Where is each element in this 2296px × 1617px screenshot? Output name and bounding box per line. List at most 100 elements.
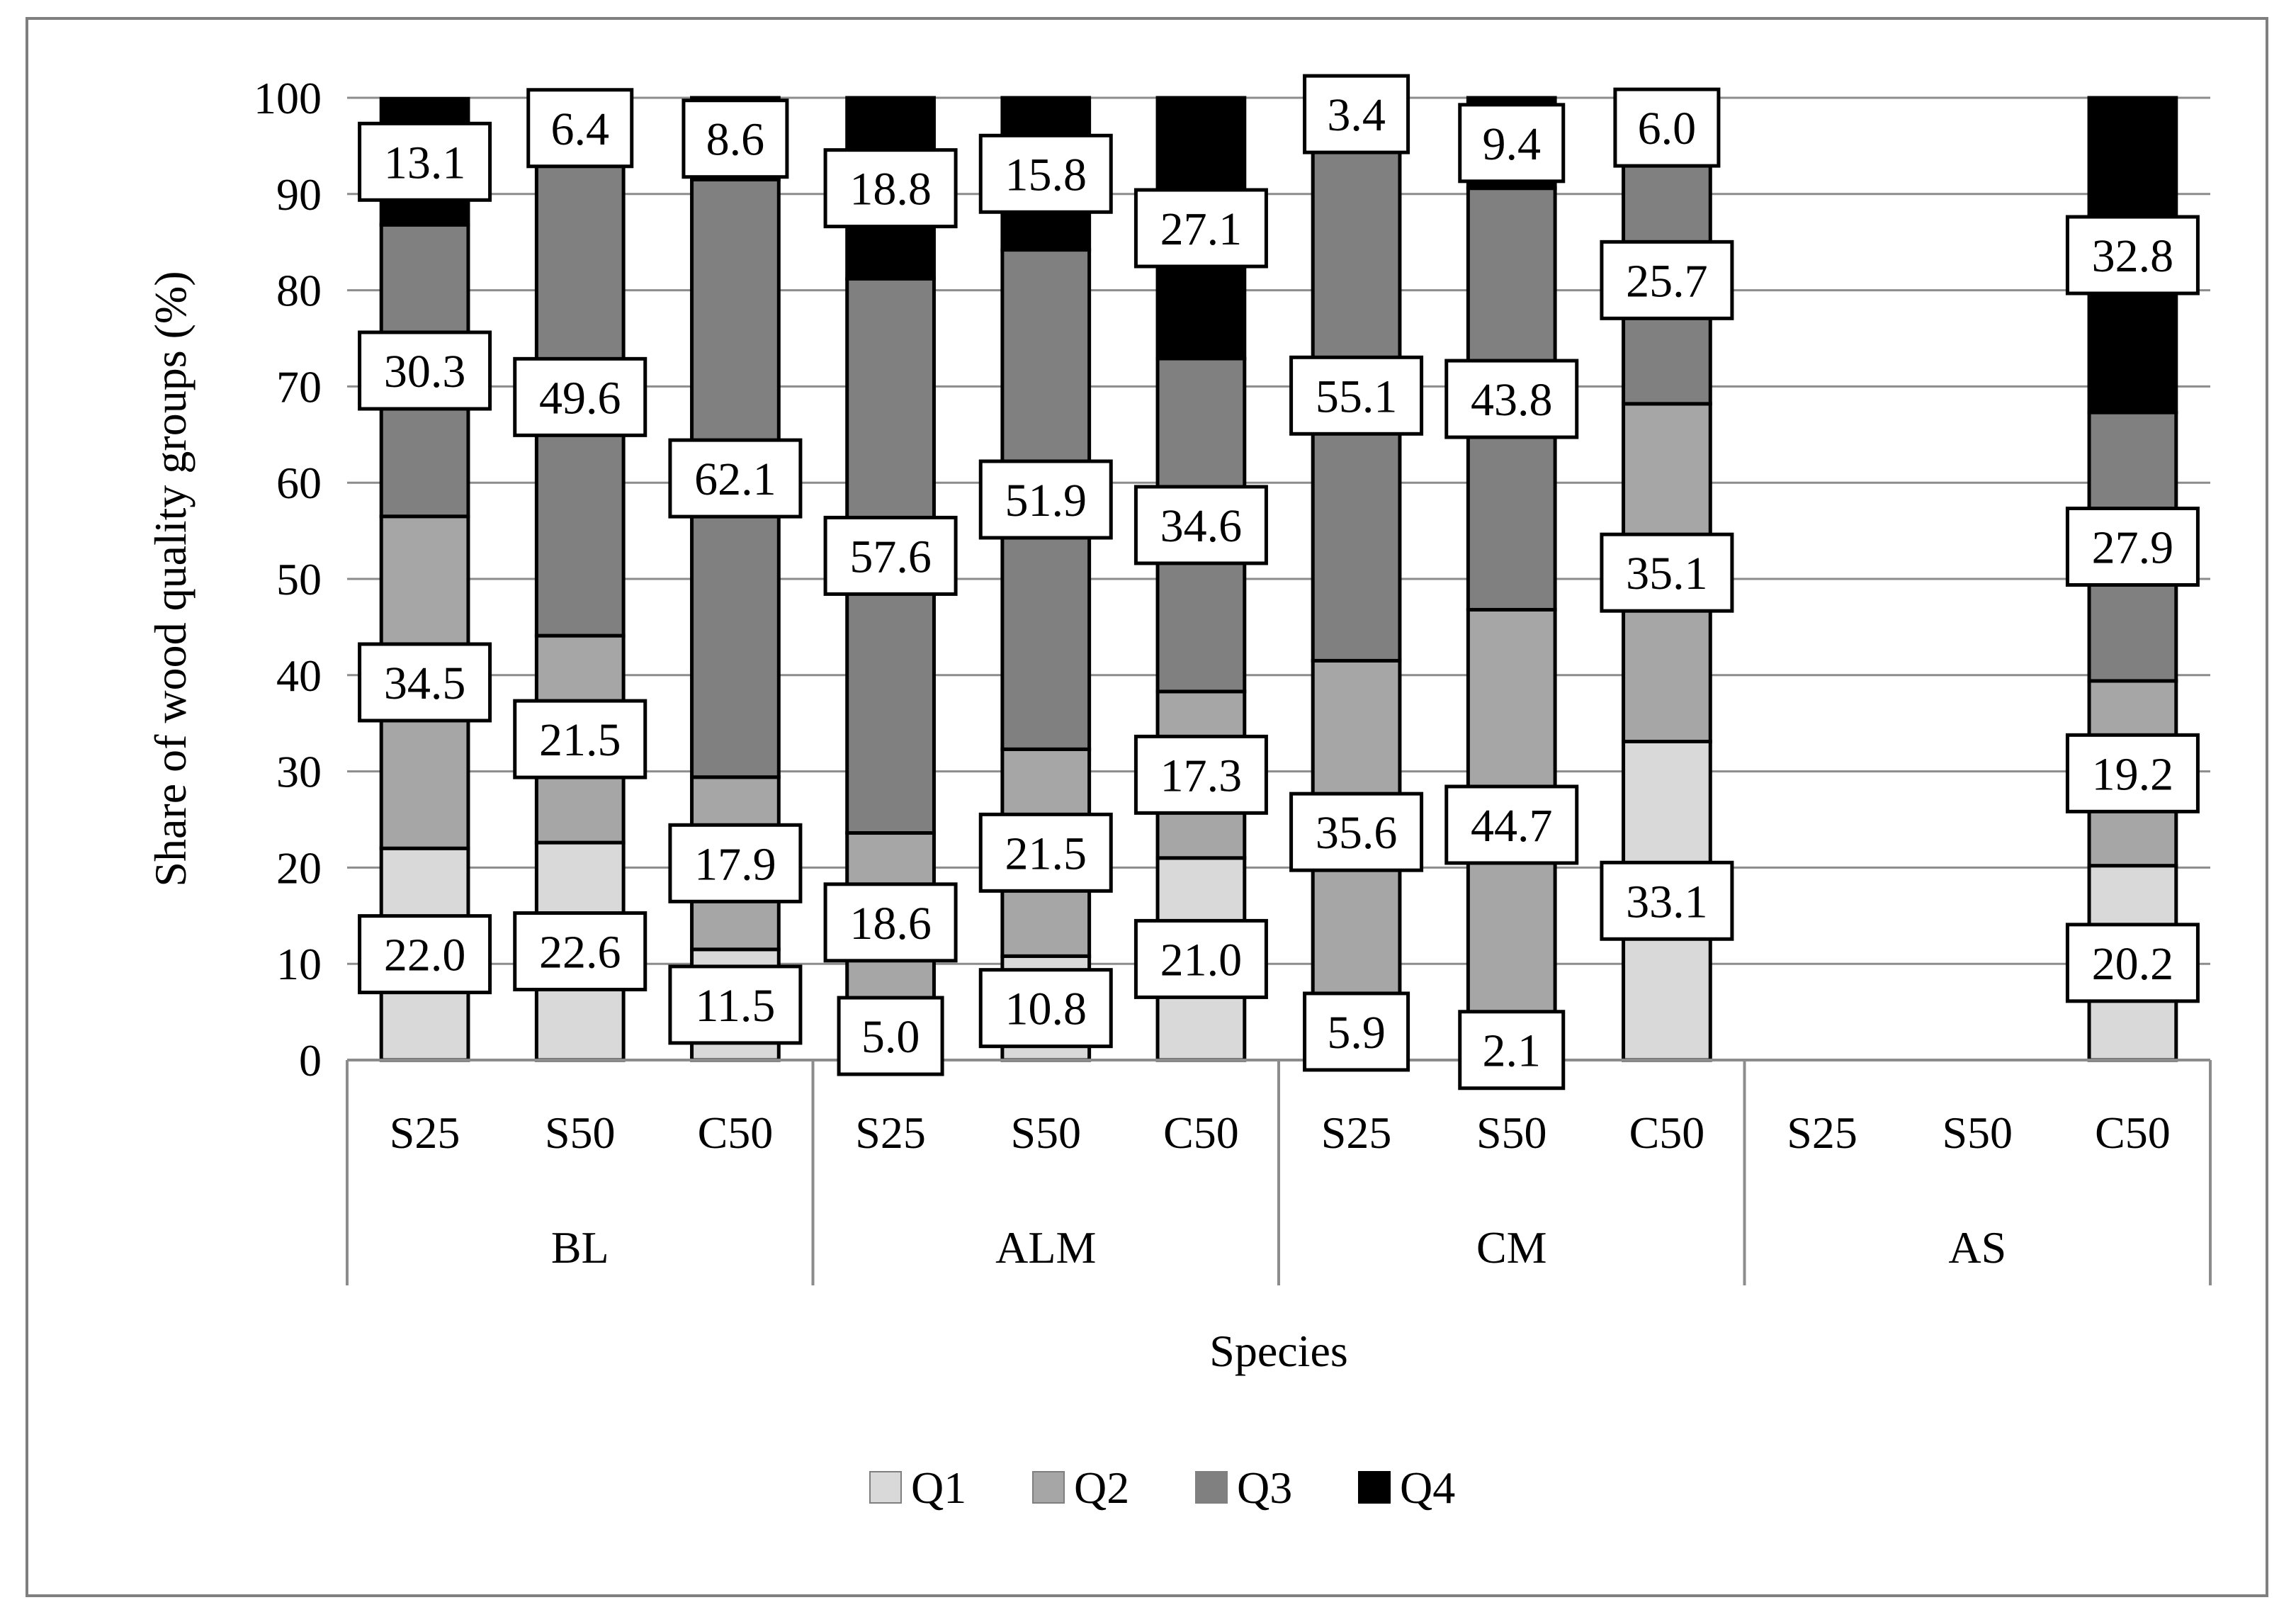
data-label-box [837,996,944,1076]
data-label-box [1458,103,1566,184]
legend-label: Q1 [911,1463,966,1513]
x-group-label: AS [1948,1222,2006,1273]
data-label-box [823,148,958,229]
x-category-label: C50 [1629,1108,1705,1158]
data-label-box [1600,240,1734,320]
data-label: 27.1 [1160,203,1243,255]
x-category-label: S25 [1787,1108,1857,1158]
chart-frame: 22.0 34.5 30.3 13.1 22.6 21.5 49.6 6.4 11.5 17.9 6… [26,17,2268,1597]
data-label-box [2065,215,2200,295]
data-label-box [513,911,647,992]
data-label-box [1133,188,1268,269]
data-label-box [1458,1010,1566,1091]
data-label: 34.6 [1160,500,1243,552]
y-tick-label: 20 [276,843,322,893]
data-label-box [1133,918,1268,999]
data-label-box [1303,991,1410,1072]
data-label: 19.2 [2092,748,2174,800]
y-tick-label: 60 [276,458,322,508]
data-label: 15.8 [1005,149,1087,201]
data-label: 55.1 [1316,371,1398,422]
data-label-box [682,98,789,179]
y-tick-label: 40 [276,650,322,701]
x-category-label: C50 [698,1108,774,1158]
y-tick-label: 90 [276,169,322,220]
data-label: 22.0 [384,930,466,981]
data-label: 18.8 [849,164,932,215]
legend-label: Q2 [1074,1463,1129,1513]
data-label: 43.8 [1471,374,1553,426]
x-category-label: S50 [1476,1108,1547,1158]
data-label: 25.7 [1626,255,1708,307]
data-label-box [668,823,803,903]
data-label-box [668,964,803,1045]
data-label-box [2065,733,2200,813]
stacked-bar-chart: 22.0 34.5 30.3 13.1 22.6 21.5 49.6 6.4 11.5 17.9 6… [145,73,2212,1513]
x-group-label: ALM [995,1222,1096,1273]
data-label: 11.5 [695,980,775,1032]
data-label-box [1613,87,1721,168]
data-label: 62.1 [694,453,776,505]
data-label-box [358,121,492,202]
y-tick-labels: 0 10 20 30 40 50 60 70 80 90 100 [254,73,322,1086]
y-tick-label: 30 [276,747,322,797]
data-label-box [358,642,492,723]
y-tick-label: 100 [254,73,322,123]
data-label: 17.3 [1160,750,1243,801]
data-label-box [2065,507,2200,587]
x-axis-title: Species [1209,1326,1348,1376]
data-label: 21.5 [539,714,621,766]
data-label-box [1600,532,1734,613]
data-label: 51.9 [1005,475,1087,526]
axes [346,1059,2212,1285]
data-label: 17.9 [694,838,776,890]
data-label-box [1600,860,1734,941]
data-label-box [526,88,634,169]
legend-swatch-q2 [1032,1471,1065,1504]
data-label-box [823,882,958,963]
data-label: 3.4 [1327,89,1386,141]
data-label: 34.5 [384,658,466,709]
data-label: 35.1 [1626,548,1708,599]
data-label-box [668,438,803,519]
data-label: 6.0 [1638,103,1697,154]
data-label-box [1289,791,1424,872]
data-label: 21.0 [1160,934,1243,986]
y-tick-label: 70 [276,361,322,412]
data-label: 8.6 [706,114,765,166]
data-label-box [358,914,492,995]
gridlines [347,96,2210,965]
x-category-label: C50 [2095,1108,2171,1158]
data-label-box [978,968,1113,1049]
data-label: 32.8 [2092,230,2174,282]
data-label: 20.2 [2092,938,2174,990]
y-tick-label: 50 [276,554,322,604]
y-tick-label: 0 [299,1035,322,1086]
data-label-box [1444,359,1579,439]
y-axis-title: Share of wood quality groups (%) [145,271,196,886]
data-label: 44.7 [1471,800,1553,852]
data-label: 5.0 [861,1011,920,1063]
data-label: 27.9 [2092,522,2174,574]
legend: Q1 Q2 Q3 Q4 [869,1463,1455,1513]
data-label: 33.1 [1626,876,1708,928]
data-label: 30.3 [384,346,466,398]
data-label: 6.4 [551,103,610,155]
data-label: 5.9 [1327,1007,1386,1059]
data-label-box [1444,784,1579,865]
data-label: 35.6 [1316,807,1398,859]
legend-swatch-q4 [1358,1471,1391,1504]
data-label: 57.6 [849,531,932,582]
data-labels: 22.0 34.5 30.3 13.1 22.6 21.5 49.6 6.4 11.5 17.9 6… [358,74,2200,1091]
x-category-label: S25 [855,1108,926,1158]
x-group-label: CM [1476,1222,1547,1273]
data-label-box [823,515,958,596]
data-label: 22.6 [539,927,621,979]
data-label-box [1133,485,1268,565]
data-label: 21.5 [1005,828,1087,879]
data-label-box [1133,734,1268,815]
x-category-label: S50 [1942,1108,2013,1158]
data-label-box [978,812,1113,893]
data-label-box [2065,923,2200,1003]
legend-label: Q3 [1237,1463,1292,1513]
